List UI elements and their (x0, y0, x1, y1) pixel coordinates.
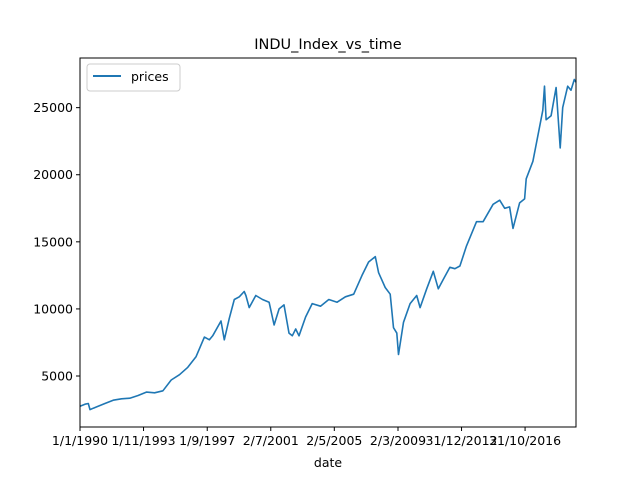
x-tick-label: 2/3/2009 (370, 433, 426, 448)
x-tick-label: 31/10/2016 (489, 433, 561, 448)
y-tick-label: 10000 (33, 301, 73, 316)
x-tick-label: 31/12/2012 (426, 433, 498, 448)
legend-label-prices: prices (131, 69, 169, 84)
series-line-prices (79, 78, 577, 411)
y-tick-label: 25000 (33, 100, 73, 115)
x-tick-label: 1/11/1993 (111, 433, 175, 448)
y-tick-label: 20000 (33, 167, 73, 182)
y-tick-label: 15000 (33, 234, 73, 249)
legend-box (86, 63, 181, 92)
y-tick-label: 5000 (41, 369, 73, 384)
axes-frame (79, 57, 577, 428)
plot-area (79, 78, 577, 411)
y-axis: 5000 10000 15000 20000 25000 (33, 100, 80, 384)
x-tick-label: 2/5/2005 (306, 433, 362, 448)
x-axis: 1/1/1990 1/11/1993 1/9/1997 2/7/2001 2/5/200… (52, 427, 561, 448)
chart-title: INDU_Index_vs_time (254, 37, 402, 53)
legend: prices (86, 63, 181, 92)
x-tick-label: 1/9/1997 (179, 433, 235, 448)
x-tick-label: 2/7/2001 (243, 433, 299, 448)
x-tick-label: 1/1/1990 (52, 433, 108, 448)
x-axis-label: date (314, 455, 342, 470)
